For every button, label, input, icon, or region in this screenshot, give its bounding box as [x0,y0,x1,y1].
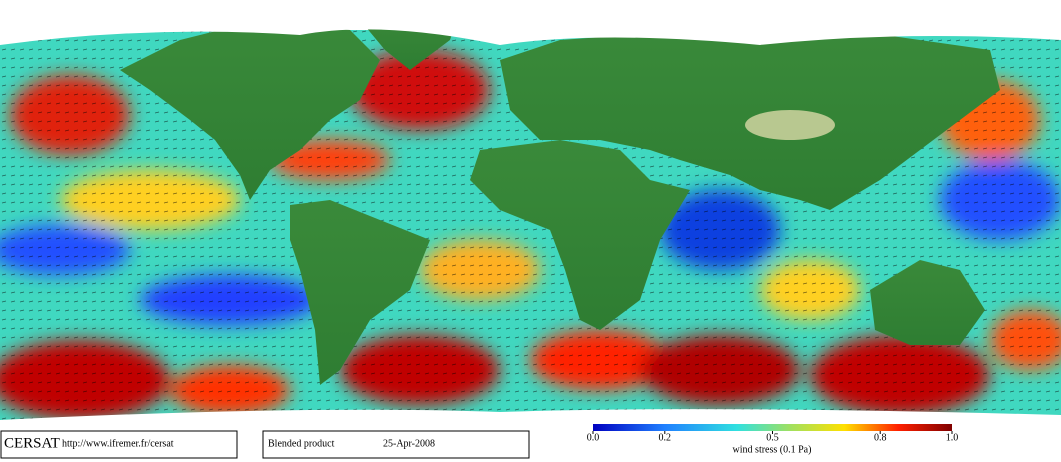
product-box [262,430,530,459]
colorbar-tick-label: 0.8 [874,432,887,443]
brand-box [0,430,238,459]
colorbar-ramp [593,424,952,431]
date: 25-Apr-2008 [383,438,435,449]
colorbar-label: wind stress (0.1 Pa) [733,444,812,455]
colorbar-tick-label: 1.0 [946,432,959,443]
colorbar-tick-label: 0.5 [766,432,779,443]
colorbar: wind stress (0.1 Pa) 0.0 0.2 0.5 0.8 1.0 [587,424,959,455]
url: http://www.ifremer.fr/cersat [62,438,174,449]
land [120,10,1000,385]
colorbar-tick-label: 0.0 [587,432,600,443]
colorbar-tick-label: 0.2 [659,432,672,443]
brand: CERSAT [4,435,60,451]
product: Blended product [268,438,335,449]
